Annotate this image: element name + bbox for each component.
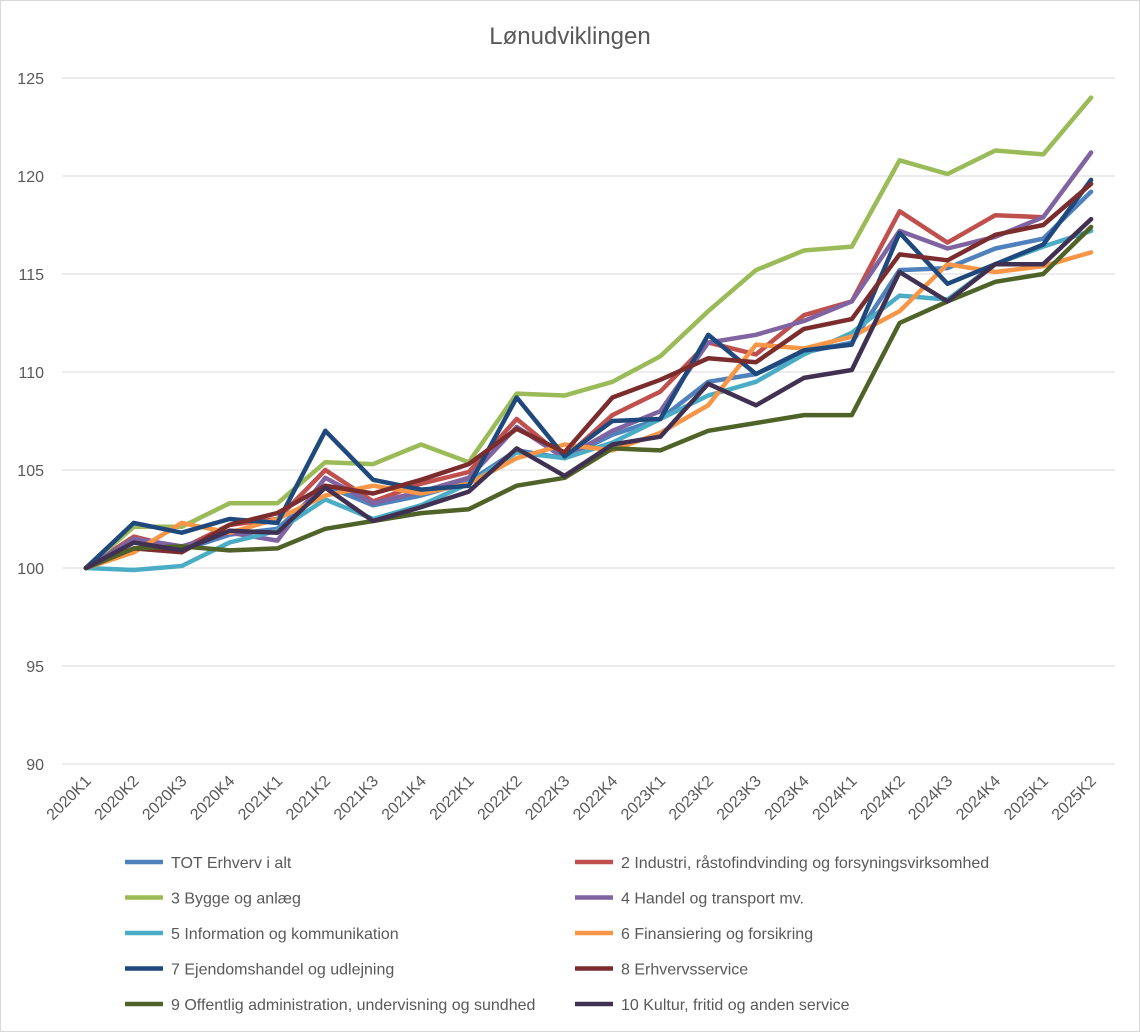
legend-item: TOT Erhverv i alt <box>125 855 292 872</box>
x-tick-label: 2023K3 <box>714 773 765 824</box>
x-tick-label: 2025K1 <box>1001 773 1052 824</box>
legend-item: 5 Information og kommunikation <box>125 926 399 943</box>
y-tick-label: 110 <box>18 365 44 382</box>
legend-item: 8 Erhvervsservice <box>575 962 748 979</box>
legend-item: 3 Bygge og anlæg <box>125 891 301 908</box>
x-tick-label: 2022K4 <box>570 773 621 824</box>
x-tick-label: 2022K1 <box>427 773 478 824</box>
legend-label: 10 Kultur, fritid og anden service <box>621 997 850 1014</box>
x-tick-label: 2020K3 <box>139 773 190 824</box>
x-tick-label: 2022K2 <box>474 773 525 824</box>
x-tick-label: 2022K3 <box>522 773 573 824</box>
x-tick-label: 2024K1 <box>810 773 861 824</box>
x-tick-label: 2020K4 <box>187 773 238 824</box>
series-line-10 <box>83 216 1094 571</box>
x-tick-label: 2024K4 <box>953 773 1004 824</box>
legend-item: 4 Handel og transport mv. <box>575 891 804 908</box>
y-tick-label: 95 <box>26 659 44 676</box>
legend-item: 9 Offentlig administration, undervisning… <box>125 997 535 1014</box>
y-axis-ticks: 90 95 100 105 110 115 120 125 <box>17 71 44 774</box>
x-tick-label: 2021K1 <box>235 773 286 824</box>
series-line-5 <box>83 228 1094 573</box>
x-tick-label: 2020K2 <box>92 773 143 824</box>
legend-label: 6 Finansiering og forsikring <box>621 926 813 943</box>
series-line-2 <box>83 209 1046 571</box>
y-tick-label: 105 <box>17 463 44 480</box>
x-tick-label: 2021K4 <box>379 773 430 824</box>
legend-item: 2 Industri, råstofindvinding og forsynin… <box>575 854 989 872</box>
x-tick-label: 2024K2 <box>857 773 908 824</box>
gridlines <box>62 77 1115 765</box>
x-tick-label: 2023K4 <box>762 773 813 824</box>
legend-label: 2 Industri, råstofindvinding og forsynin… <box>621 854 989 872</box>
legend-label: 5 Information og kommunikation <box>171 926 399 943</box>
legend: TOT Erhverv i alt 2 Industri, råstofindvi… <box>125 854 989 1014</box>
series-line-4 <box>83 150 1094 571</box>
legend-label: 3 Bygge og anlæg <box>171 891 301 908</box>
y-tick-label: 125 <box>17 71 44 88</box>
x-tick-label: 2023K2 <box>666 773 717 824</box>
legend-item: 6 Finansiering og forsikring <box>575 926 813 943</box>
x-tick-label: 2021K2 <box>283 773 334 824</box>
y-tick-label: 120 <box>17 169 44 186</box>
x-tick-label: 2021K3 <box>331 773 382 824</box>
y-tick-label: 115 <box>18 267 44 284</box>
legend-item: 10 Kultur, fritid og anden service <box>575 997 850 1014</box>
y-tick-label: 90 <box>26 757 44 774</box>
x-tick-label: 2025K2 <box>1049 773 1100 824</box>
chart-title: Lønudviklingen <box>489 23 650 50</box>
x-tick-label: 2024K3 <box>905 773 956 824</box>
legend-item: 7 Ejendomshandel og udlejning <box>125 962 394 979</box>
legend-label: 7 Ejendomshandel og udlejning <box>171 962 394 979</box>
series-lines <box>83 95 1094 573</box>
legend-label: TOT Erhverv i alt <box>171 855 292 872</box>
series-line-9 <box>83 224 1094 571</box>
y-tick-label: 100 <box>17 561 44 578</box>
x-tick-label: 2020K1 <box>44 773 95 824</box>
series-line-3 <box>83 95 1094 571</box>
legend-label: 9 Offentlig administration, undervisning… <box>171 997 535 1014</box>
x-axis-ticks: 2020K12020K22020K32020K42021K12021K22021… <box>44 773 1100 824</box>
legend-label: 8 Erhvervsservice <box>621 962 748 979</box>
x-tick-label: 2023K1 <box>618 773 669 824</box>
series-line-8 <box>83 181 1094 571</box>
legend-label: 4 Handel og transport mv. <box>621 891 804 908</box>
